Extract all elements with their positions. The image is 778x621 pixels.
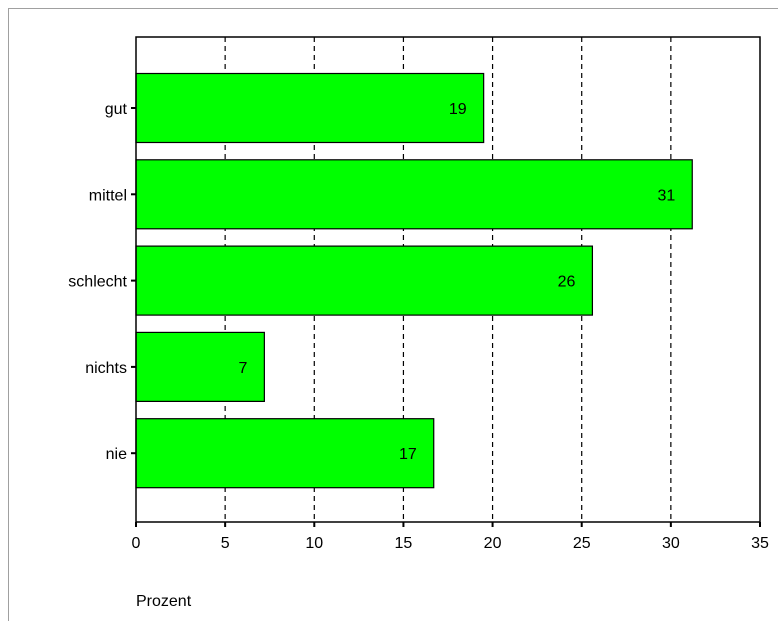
data-label: 31 bbox=[657, 187, 675, 204]
x-axis: 0 5 10 15 20 25 30 35 bbox=[132, 522, 769, 552]
data-label: 19 bbox=[449, 101, 467, 118]
data-label: 26 bbox=[558, 274, 576, 291]
category-label: gut bbox=[105, 101, 128, 118]
x-axis-title: Prozent bbox=[136, 593, 192, 610]
category-label: nichts bbox=[85, 360, 127, 377]
data-label: 17 bbox=[399, 446, 417, 463]
bar-nichts bbox=[135, 331, 265, 402]
data-label: 7 bbox=[238, 360, 247, 377]
bars: 19 31 26 7 17 bbox=[135, 72, 693, 489]
category-label: mittel bbox=[89, 187, 127, 204]
x-tick-label: 30 bbox=[662, 535, 680, 552]
bar-gut bbox=[135, 72, 485, 144]
x-tick-label: 5 bbox=[221, 535, 230, 552]
chart-frame bbox=[8, 8, 778, 621]
x-tick-label: 0 bbox=[132, 535, 141, 552]
bar-mittel bbox=[135, 159, 693, 230]
y-axis: gut mittel schlecht nichts nie bbox=[68, 101, 136, 463]
x-tick-label: 10 bbox=[305, 535, 323, 552]
category-label: schlecht bbox=[68, 274, 127, 291]
x-tick-label: 20 bbox=[484, 535, 502, 552]
category-label: nie bbox=[106, 446, 127, 463]
plot-area-border bbox=[135, 36, 761, 523]
x-tick-label: 35 bbox=[751, 535, 769, 552]
bar-nie bbox=[135, 418, 435, 489]
bar-schlecht bbox=[135, 245, 594, 316]
x-tick-label: 25 bbox=[573, 535, 591, 552]
x-tick-label: 15 bbox=[395, 535, 413, 552]
